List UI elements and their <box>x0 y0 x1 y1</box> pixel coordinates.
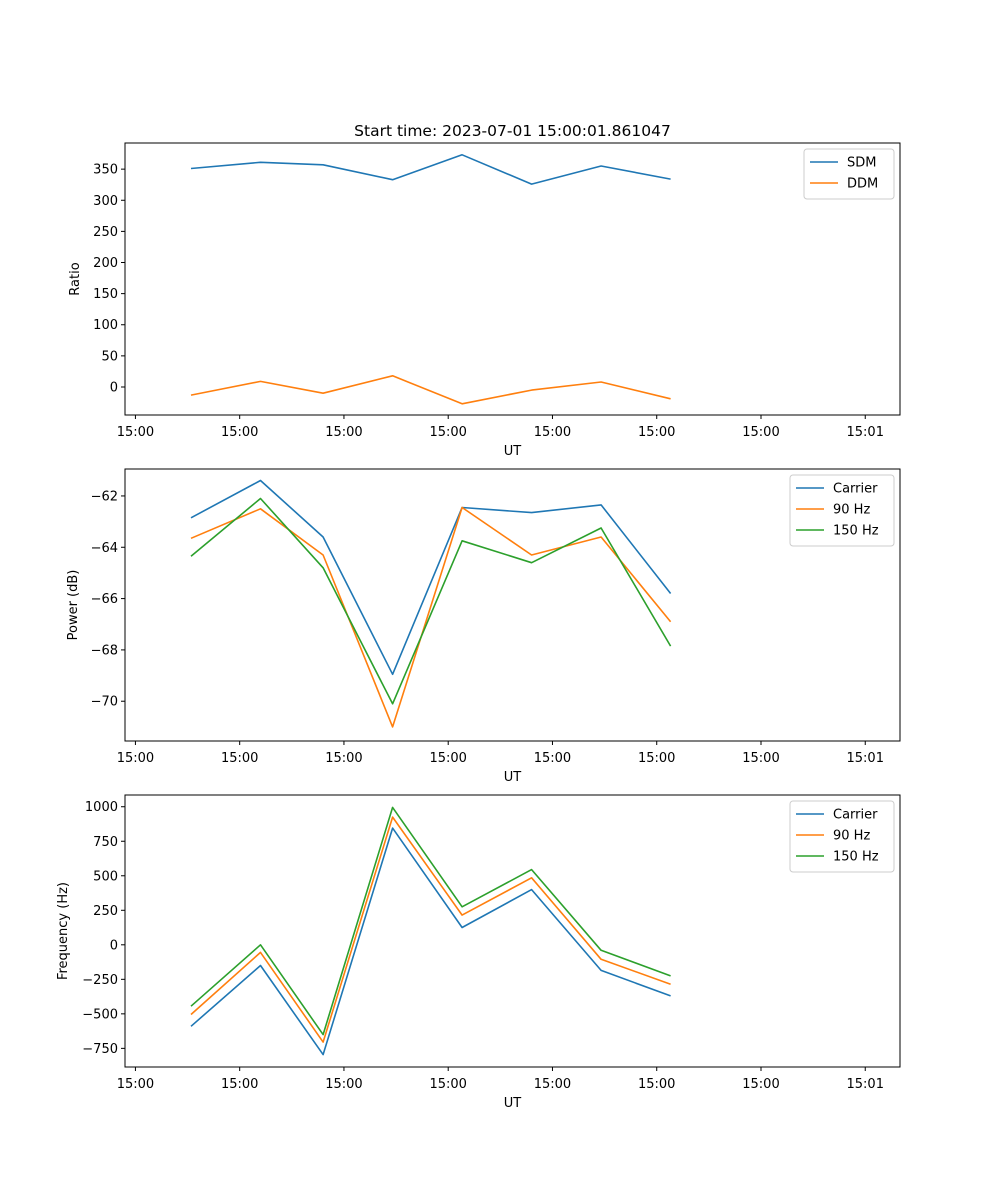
chart-2-x-tick-label-8: 15:01 <box>847 751 884 766</box>
chart-1-y-tick-label-4: 150 <box>93 287 118 302</box>
chart-1-series-ddm-line <box>190 374 671 405</box>
chart-2-y-tick-label-4: −64 <box>91 541 118 556</box>
chart-1-x-tick-label-3: 15:00 <box>325 425 362 440</box>
chart-2-x-tick-label-6: 15:00 <box>638 751 675 766</box>
chart-1-x-tick-label-7: 15:00 <box>742 425 779 440</box>
chart-3-series-carrier-line <box>190 827 671 1056</box>
chart-3-y-tick-label-7: 750 <box>93 835 118 850</box>
chart-3-x-tick-label-6: 15:00 <box>638 1077 675 1092</box>
chart-1-y-tick-label-6: 250 <box>93 225 118 240</box>
chart-2-group: 15:00 15:00 15:00 15:00 15:00 15:00 15:00 15:01… <box>66 468 901 785</box>
chart-2-y-tick-label-3: −66 <box>91 592 118 607</box>
chart-2-x-tick-label-5: 15:00 <box>534 751 571 766</box>
chart-2-x-tick-label-7: 15:00 <box>742 751 779 766</box>
chart-1-y-tick-label-8: 350 <box>93 163 118 178</box>
chart-3-group: 15:00 15:00 15:00 15:00 15:00 15:00 15:00 15:01… <box>56 794 901 1111</box>
chart-2-y-tick-label-2: −68 <box>91 643 118 658</box>
chart-2-x-tick-label-3: 15:00 <box>325 751 362 766</box>
chart-3-axes-frame <box>124 794 901 1068</box>
chart-2-axes-frame <box>124 468 901 742</box>
chart-3-y-tick-label-1: −750 <box>82 1042 118 1057</box>
chart-2-x-axis-label: UT <box>504 770 522 785</box>
chart-1-x-tick-label-6: 15:00 <box>638 425 675 440</box>
chart-3-y-tick-label-4: 0 <box>110 938 118 953</box>
chart-3-y-tick-label-5: 250 <box>93 904 118 919</box>
chart-1-x-tick-label-1: 15:00 <box>117 425 154 440</box>
chart-3-x-tick-label-7: 15:00 <box>742 1077 779 1092</box>
chart-2-series-150-hz-line <box>190 497 672 705</box>
chart-1-x-tick-label-8: 15:01 <box>847 425 884 440</box>
chart-2-legend-label-3: 150 Hz <box>833 524 879 539</box>
chart-2-legend: Carrier 90 Hz 150 Hz <box>789 474 895 547</box>
chart-2-legend-box <box>789 474 895 547</box>
chart-2-x-tick-label-2: 15:00 <box>221 751 258 766</box>
chart-3-y-tick-label-3: −250 <box>82 973 118 988</box>
chart-1-legend-label-1: SDM <box>847 156 876 171</box>
chart-3-x-tick-label-3: 15:00 <box>325 1077 362 1092</box>
chart-3-x-tick-label-5: 15:00 <box>534 1077 571 1092</box>
chart-1-x-axis-label: UT <box>504 444 522 459</box>
chart-1-y-tick-label-1: 0 <box>110 380 118 395</box>
chart-3-legend-label-3: 150 Hz <box>833 850 879 865</box>
chart-2-legend-label-1: Carrier <box>833 482 878 497</box>
chart-3-x-tick-label-1: 15:00 <box>117 1077 154 1092</box>
chart-3-x-tick-label-8: 15:01 <box>847 1077 884 1092</box>
chart-3-legend: Carrier 90 Hz 150 Hz <box>789 800 895 873</box>
chart-1-axes-frame <box>124 142 901 416</box>
chart-2-y-tick-label-5: −62 <box>91 489 118 504</box>
chart-3-legend-label-1: Carrier <box>833 808 878 823</box>
chart-1-title: Start time: 2023-07-01 15:00:01.861047 <box>354 122 671 140</box>
chart-1-x-tick-label-5: 15:00 <box>534 425 571 440</box>
chart-3-legend-label-2: 90 Hz <box>833 829 870 844</box>
chart-1-x-tick-label-2: 15:00 <box>221 425 258 440</box>
chart-3-y-tick-label-2: −500 <box>82 1007 118 1022</box>
chart-1-legend: SDM DDM <box>803 148 895 200</box>
chart-3-y-axis-label: Frequency (Hz) <box>56 882 71 980</box>
chart-1-x-tick-label-4: 15:00 <box>429 425 466 440</box>
chart-3-y-tick-label-8: 1000 <box>85 800 118 815</box>
chart-1-legend-label-2: DDM <box>847 177 878 192</box>
chart-3-x-tick-label-2: 15:00 <box>221 1077 258 1092</box>
chart-1-y-axis-label: Ratio <box>68 262 83 295</box>
chart-1-y-tick-label-5: 200 <box>93 256 118 271</box>
chart-2-x-tick-label-1: 15:00 <box>117 751 154 766</box>
chart-2-series-carrier-line <box>190 479 672 676</box>
chart-2-legend-label-2: 90 Hz <box>833 503 870 518</box>
chart-1-y-tick-label-3: 100 <box>93 318 118 333</box>
chart-1-y-tick-label-2: 50 <box>101 349 118 364</box>
chart-3-y-tick-label-6: 500 <box>93 869 118 884</box>
chart-2-y-tick-label-1: −70 <box>91 695 118 710</box>
chart-2-series-90-hz-line <box>190 506 672 728</box>
chart-3-legend-box <box>789 800 895 873</box>
chart-3-series-150-hz-line <box>190 806 671 1036</box>
chart-2-x-tick-label-4: 15:00 <box>429 751 466 766</box>
chart-3-x-axis-label: UT <box>504 1096 522 1111</box>
chart-2-y-axis-label: Power (dB) <box>66 570 81 641</box>
chart-1-y-tick-label-7: 300 <box>93 194 118 209</box>
chart-1-series-sdm-line <box>190 154 671 185</box>
chart-3-series-90-hz-line <box>190 816 671 1043</box>
chart-3-x-tick-label-4: 15:00 <box>429 1077 466 1092</box>
chart-1-group: 15:00 15:00 15:00 15:00 15:00 15:00 15:00 15:01… <box>68 122 901 459</box>
